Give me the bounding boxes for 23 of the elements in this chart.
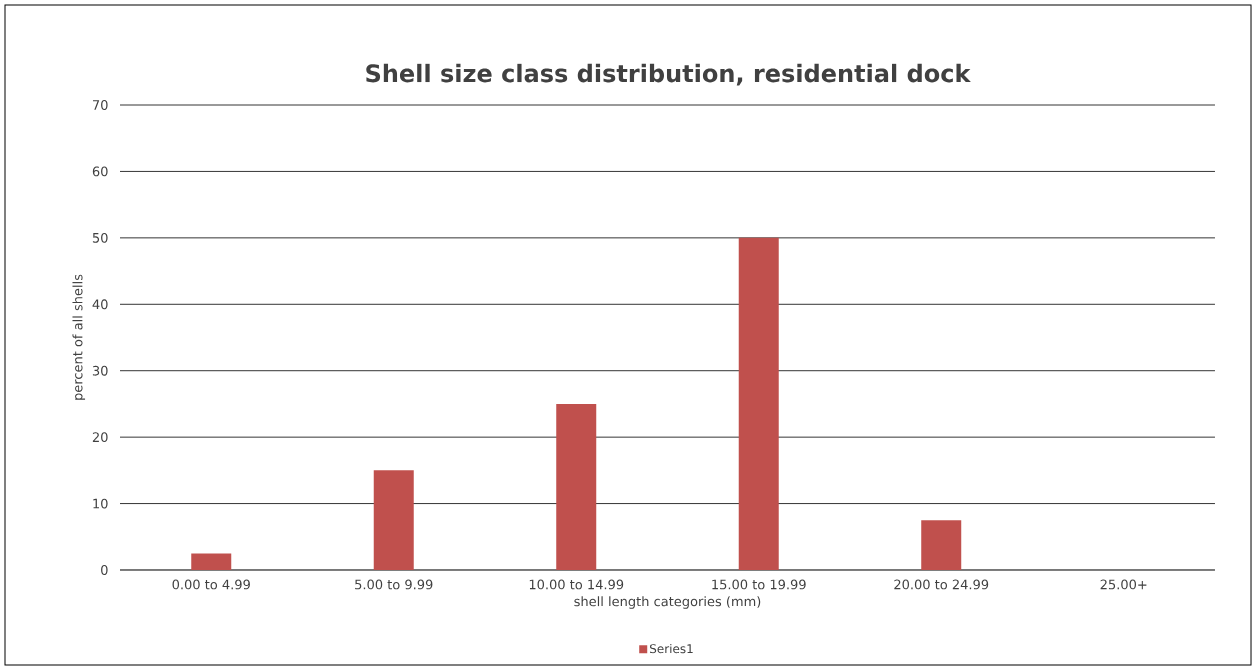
bar xyxy=(921,520,962,570)
y-tick-label: 30 xyxy=(92,365,108,376)
y-tick-label: 70 xyxy=(92,100,108,110)
y-tick-label: 0 xyxy=(101,565,108,575)
x-axis-title: shell length categories (mm) xyxy=(574,596,761,609)
y-tick-label: 10 xyxy=(93,498,108,509)
bar xyxy=(191,553,232,570)
x-tick-label: 0.00 to 4.99 xyxy=(172,579,250,590)
chart-title: Shell size class distribution, residential dock xyxy=(366,63,971,86)
x-tick-label: 20.00 to 24.99 xyxy=(894,579,989,590)
x-tick-label: 5.00 to 9.99 xyxy=(355,579,433,590)
x-tick-label: 25.00+ xyxy=(1100,579,1147,590)
y-tick-label: 40 xyxy=(92,299,108,310)
x-tick-label: 15.00 to 19.99 xyxy=(712,579,806,590)
y-tick-label: 20 xyxy=(92,432,108,443)
y-tick-label: 50 xyxy=(92,232,108,243)
y-tick-label: 60 xyxy=(92,166,108,177)
y-axis-title: percent of all shells xyxy=(72,274,86,400)
bar xyxy=(738,237,779,570)
legend-label: Series1 xyxy=(650,643,693,654)
x-tick-label: 10.00 to 14.99 xyxy=(529,579,624,590)
bar xyxy=(556,403,597,570)
bar xyxy=(373,470,414,570)
